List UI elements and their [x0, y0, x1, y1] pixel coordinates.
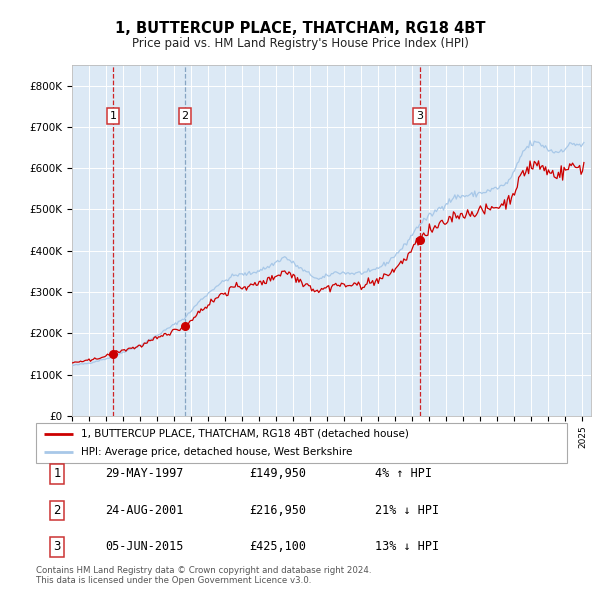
Text: 2: 2: [182, 111, 189, 121]
Text: Price paid vs. HM Land Registry's House Price Index (HPI): Price paid vs. HM Land Registry's House …: [131, 37, 469, 50]
Text: 24-AUG-2001: 24-AUG-2001: [105, 504, 184, 517]
Text: 21% ↓ HPI: 21% ↓ HPI: [375, 504, 439, 517]
Text: Contains HM Land Registry data © Crown copyright and database right 2024.: Contains HM Land Registry data © Crown c…: [36, 566, 371, 575]
Text: This data is licensed under the Open Government Licence v3.0.: This data is licensed under the Open Gov…: [36, 576, 311, 585]
Text: £216,950: £216,950: [249, 504, 306, 517]
Text: 2: 2: [53, 504, 61, 517]
Text: 3: 3: [416, 111, 423, 121]
Text: 1, BUTTERCUP PLACE, THATCHAM, RG18 4BT (detached house): 1, BUTTERCUP PLACE, THATCHAM, RG18 4BT (…: [81, 429, 409, 439]
Text: 1, BUTTERCUP PLACE, THATCHAM, RG18 4BT: 1, BUTTERCUP PLACE, THATCHAM, RG18 4BT: [115, 21, 485, 35]
Text: 3: 3: [53, 540, 61, 553]
Text: 4% ↑ HPI: 4% ↑ HPI: [375, 467, 432, 480]
Text: £425,100: £425,100: [249, 540, 306, 553]
Text: 05-JUN-2015: 05-JUN-2015: [105, 540, 184, 553]
Text: 29-MAY-1997: 29-MAY-1997: [105, 467, 184, 480]
Text: 13% ↓ HPI: 13% ↓ HPI: [375, 540, 439, 553]
Text: HPI: Average price, detached house, West Berkshire: HPI: Average price, detached house, West…: [81, 447, 353, 457]
Text: £149,950: £149,950: [249, 467, 306, 480]
Text: 1: 1: [53, 467, 61, 480]
Text: 1: 1: [110, 111, 116, 121]
